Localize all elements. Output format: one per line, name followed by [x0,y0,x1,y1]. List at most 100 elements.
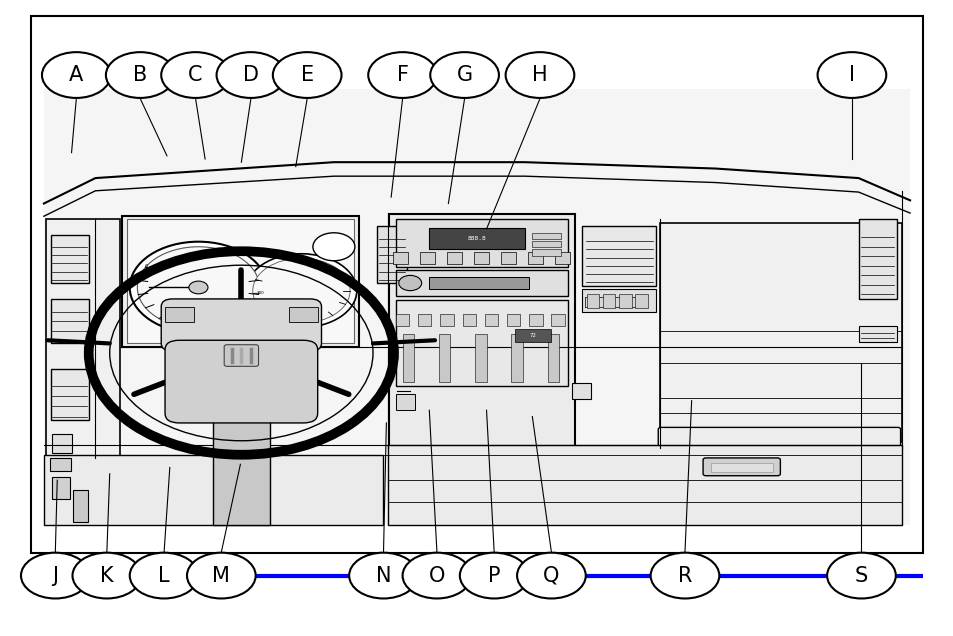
Bar [31,16,922,553]
Bar [511,334,522,382]
Circle shape [517,553,585,598]
Circle shape [189,281,208,294]
Text: E: E [300,65,314,85]
Bar [462,314,476,326]
Bar [551,314,564,326]
Bar [581,289,656,312]
Bar [51,299,89,343]
Bar [393,252,408,264]
Bar [613,297,637,307]
Bar [213,385,270,525]
Bar [618,294,631,308]
Bar [417,314,431,326]
Bar [858,219,896,299]
Bar [50,458,71,471]
Bar [581,226,656,286]
Bar [429,277,529,289]
Bar [858,326,896,342]
Bar [659,223,901,442]
Bar [46,219,120,458]
Text: O: O [428,565,445,586]
Circle shape [205,329,277,377]
Circle shape [368,52,436,98]
Bar [506,314,519,326]
Circle shape [161,52,230,98]
Bar [475,334,486,382]
Circle shape [430,52,498,98]
Circle shape [817,52,885,98]
Bar [122,216,358,347]
Bar [474,252,489,264]
Bar [447,252,462,264]
Circle shape [130,242,267,333]
Bar [429,228,524,249]
FancyBboxPatch shape [658,427,900,492]
Text: Q: Q [542,565,559,586]
Bar [395,219,567,267]
Bar [402,334,414,382]
Text: R: R [677,565,692,586]
Bar [500,252,516,264]
Bar [635,294,647,308]
Bar [395,270,567,296]
Text: A: A [70,65,83,85]
Text: 888.8: 888.8 [467,237,486,241]
Bar [586,294,598,308]
Bar [52,434,71,453]
Circle shape [187,553,255,598]
Circle shape [21,553,90,598]
Bar [419,252,435,264]
Bar [438,334,450,382]
Bar [515,329,551,342]
Bar [613,297,637,307]
Text: G: G [456,65,472,85]
Bar [52,477,70,499]
Bar [389,214,575,448]
Bar [613,297,637,307]
Circle shape [106,52,174,98]
Text: 60: 60 [235,248,241,252]
Bar [376,226,407,283]
Circle shape [402,553,471,598]
Circle shape [650,553,719,598]
Bar [528,252,543,264]
Text: F: F [396,65,408,85]
Circle shape [137,247,259,328]
Circle shape [42,52,111,98]
Circle shape [313,233,355,261]
Text: K: K [100,565,113,586]
Bar [51,235,89,283]
Text: D: D [243,65,258,85]
Bar [572,383,591,399]
Bar [584,297,608,307]
Bar [72,490,88,522]
Bar [289,307,317,322]
Circle shape [130,553,198,598]
Text: B: B [133,65,147,85]
Text: I: I [848,65,854,85]
Bar [395,394,415,410]
FancyBboxPatch shape [224,345,258,366]
FancyBboxPatch shape [161,299,321,351]
Text: 100: 100 [256,291,264,295]
Circle shape [398,275,421,291]
Bar [602,294,615,308]
Text: M: M [213,565,230,586]
Circle shape [826,553,895,598]
Text: L: L [158,565,170,586]
Bar [529,314,542,326]
Circle shape [349,553,417,598]
Bar [440,314,454,326]
Bar [555,252,570,264]
Bar [127,219,354,343]
Circle shape [505,52,574,98]
Bar [547,334,558,382]
Circle shape [273,52,341,98]
Bar [584,297,608,307]
Circle shape [459,553,528,598]
Text: C: C [188,65,203,85]
FancyBboxPatch shape [165,340,317,423]
Text: S: S [854,565,867,586]
Circle shape [253,258,350,323]
Text: H: H [532,65,547,85]
